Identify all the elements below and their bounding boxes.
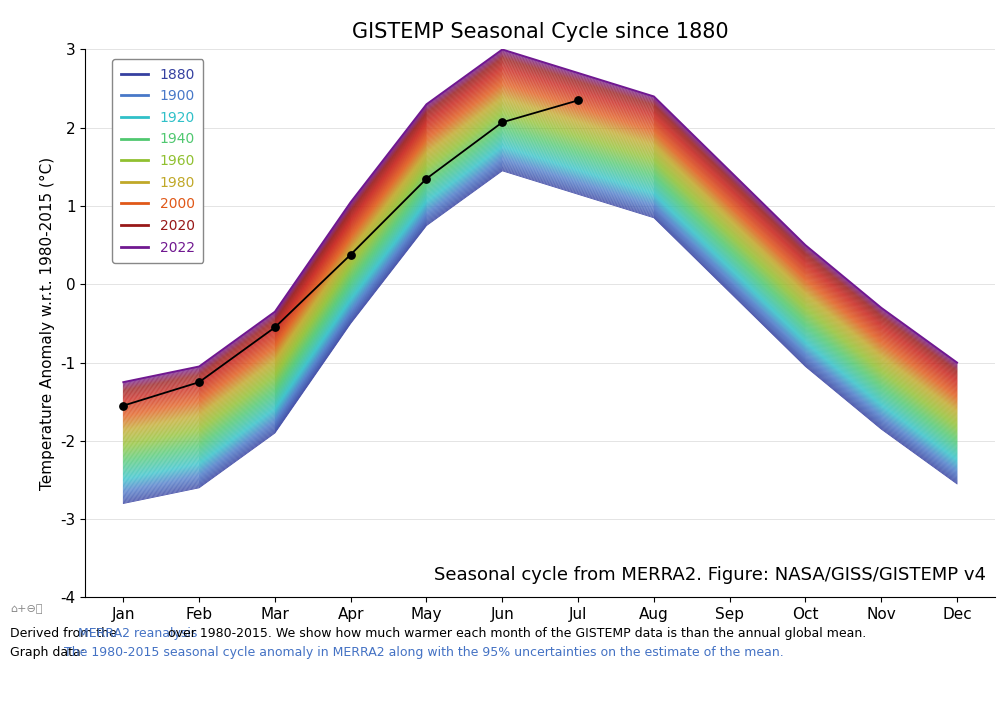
Point — [267, 322, 283, 333]
Text: Seasonal cycle from MERRA2. Figure: NASA/GISS/GISTEMP v4: Seasonal cycle from MERRA2. Figure: NASA… — [434, 566, 986, 584]
Point — [343, 249, 359, 260]
Point — [570, 95, 586, 106]
Point — [418, 173, 434, 185]
Y-axis label: Temperature Anomaly w.r.t. 1980-2015 (°C): Temperature Anomaly w.r.t. 1980-2015 (°C… — [40, 157, 55, 490]
Point — [116, 400, 132, 411]
Text: over 1980-2015. We show how much warmer each month of the GISTEMP data is than t: over 1980-2015. We show how much warmer … — [164, 627, 866, 640]
Text: The 1980-2015 seasonal cycle anomaly in MERRA2 along with the 95% uncertainties : The 1980-2015 seasonal cycle anomaly in … — [64, 646, 784, 659]
Text: Graph data:: Graph data: — [10, 646, 89, 659]
Text: ⌂+⊖⌽: ⌂+⊖⌽ — [10, 604, 42, 614]
Text: MERRA2 reanalysis: MERRA2 reanalysis — [78, 627, 198, 640]
Title: GISTEMP Seasonal Cycle since 1880: GISTEMP Seasonal Cycle since 1880 — [352, 23, 729, 42]
Text: Derived from the: Derived from the — [10, 627, 121, 640]
Point — [191, 377, 207, 388]
Point — [494, 117, 511, 128]
Legend: 1880, 1900, 1920, 1940, 1960, 1980, 2000, 2020, 2022: 1880, 1900, 1920, 1940, 1960, 1980, 2000… — [113, 59, 203, 263]
